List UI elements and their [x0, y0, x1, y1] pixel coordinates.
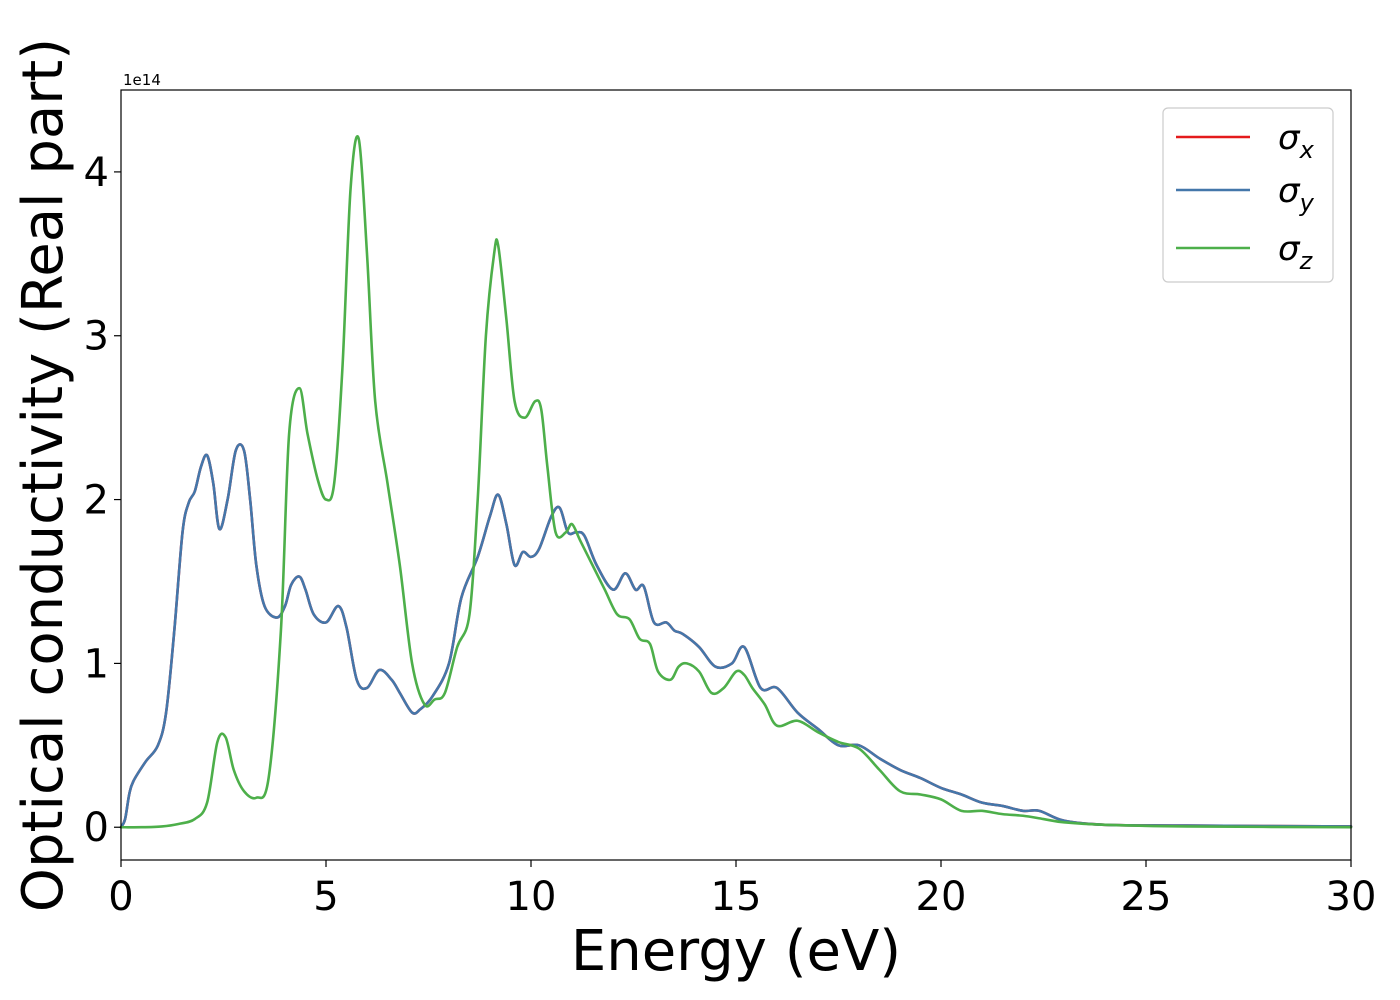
x-axis-ticks: 0 5 10 15 20 25 30 — [108, 860, 1376, 920]
y-axis-title: Optical conductivity (Real part) — [11, 38, 76, 912]
x-tick-label: 25 — [1121, 874, 1172, 920]
y-axis-offset-label: 1e14 — [123, 71, 161, 89]
y-tick-label: 1 — [84, 641, 109, 687]
y-tick-label: 4 — [84, 150, 109, 196]
x-tick-label: 0 — [108, 874, 133, 920]
legend: σx σy σz — [1162, 107, 1334, 283]
legend-items: σx σy σz — [1176, 118, 1315, 275]
legend-box — [1162, 107, 1334, 283]
x-tick-label: 30 — [1326, 874, 1377, 920]
y-tick-label: 0 — [84, 805, 109, 851]
legend-label-z: σz — [1278, 229, 1314, 275]
y-tick-label: 3 — [84, 314, 109, 360]
series-layer — [119, 135, 1353, 829]
x-tick-label: 20 — [916, 874, 967, 920]
y-axis-ticks: 0 1 2 3 4 — [84, 150, 121, 851]
series-line-z — [119, 135, 1353, 829]
x-axis-title: Energy (eV) — [571, 919, 901, 984]
legend-label-y: σy — [1278, 171, 1315, 217]
legend-label-x: σx — [1278, 118, 1315, 164]
x-tick-label: 15 — [711, 874, 762, 920]
x-tick-label: 10 — [506, 874, 557, 920]
x-tick-label: 5 — [313, 874, 338, 920]
y-tick-label: 2 — [84, 478, 109, 524]
